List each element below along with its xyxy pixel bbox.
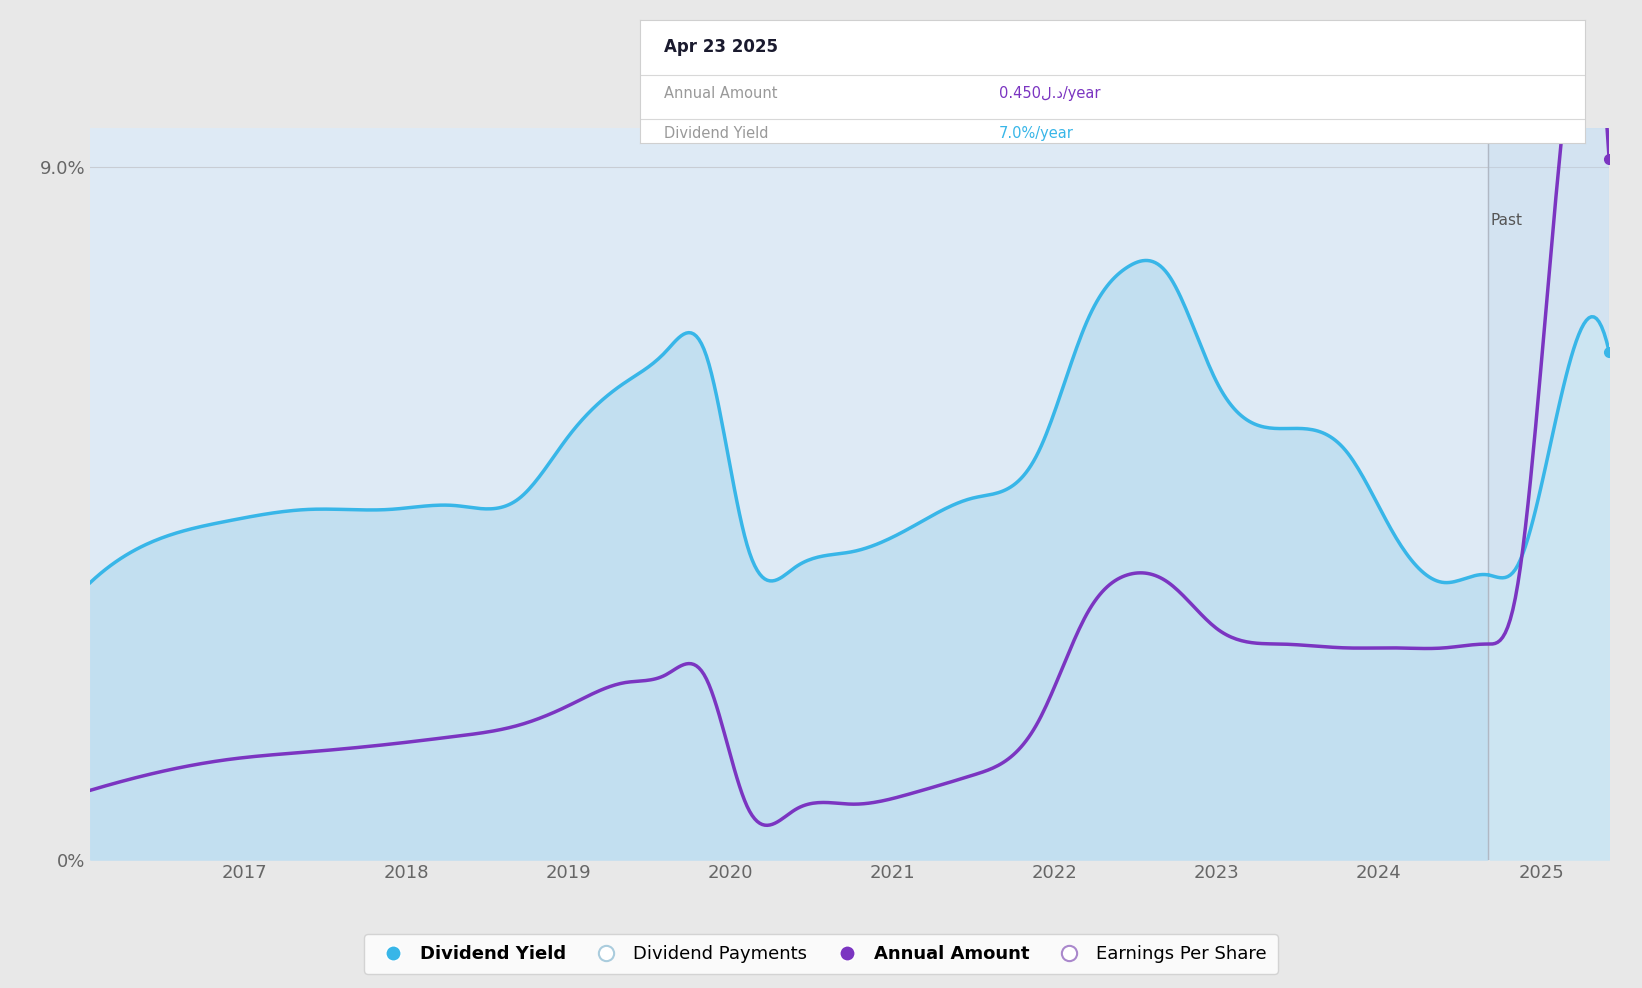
Text: Annual Amount: Annual Amount xyxy=(663,86,777,102)
Legend: Dividend Yield, Dividend Payments, Annual Amount, Earnings Per Share: Dividend Yield, Dividend Payments, Annua… xyxy=(365,935,1277,974)
Text: 0.450ل.د/year: 0.450ل.د/year xyxy=(998,86,1100,102)
Text: Apr 23 2025: Apr 23 2025 xyxy=(663,38,778,56)
Text: Dividend Yield: Dividend Yield xyxy=(663,125,768,141)
Bar xyxy=(1488,128,1609,860)
Text: Past: Past xyxy=(1491,213,1522,228)
Text: 7.0%/year: 7.0%/year xyxy=(998,125,1074,141)
